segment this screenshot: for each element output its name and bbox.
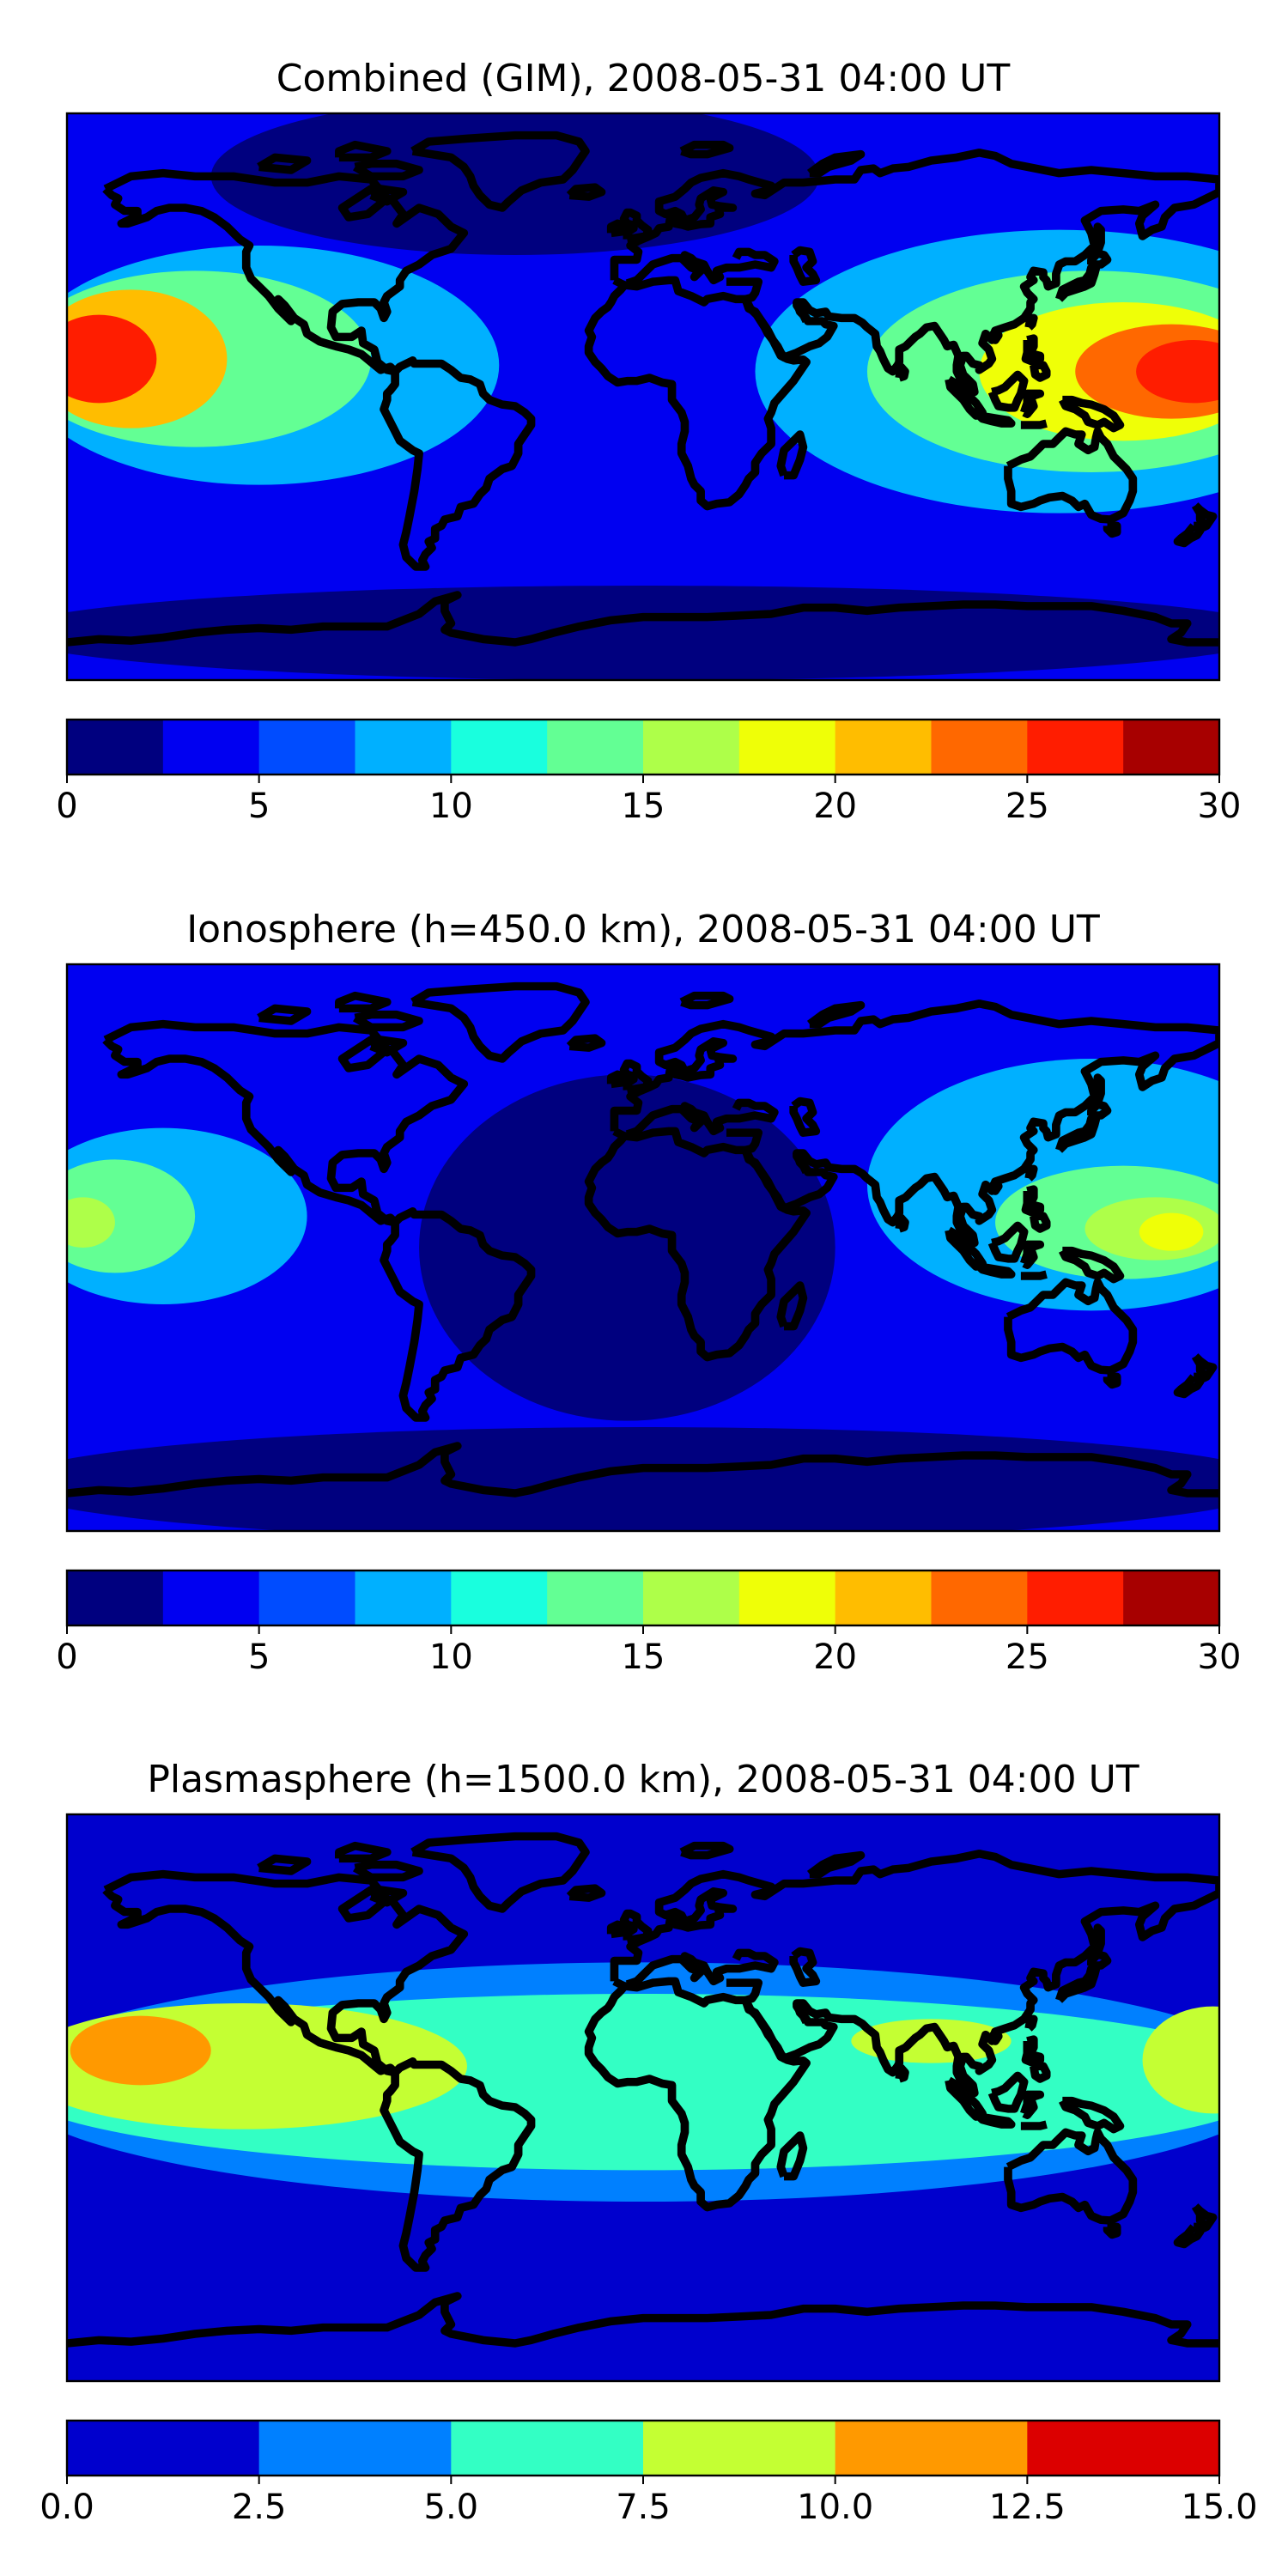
- contour-region: [70, 2015, 211, 2086]
- colorbar-segment: [835, 1571, 932, 1625]
- panel-title: Combined (GIM), 2008-05-31 04:00 UT: [276, 57, 1011, 100]
- contour-region: [1142, 2006, 1219, 2114]
- colorbar-segment: [835, 720, 932, 775]
- colorbar-segment: [67, 1571, 164, 1625]
- colorbar-segment: [67, 2421, 260, 2476]
- colorbar-segment: [931, 720, 1028, 775]
- colorbar-tick-label: 0: [56, 787, 77, 826]
- colorbar-tick-label: 7.5: [616, 2488, 671, 2527]
- colorbar-tick-label: 0.0: [39, 2488, 94, 2527]
- contour-region: [1139, 1212, 1204, 1251]
- colorbar-segment: [738, 720, 836, 775]
- colorbar-segment: [162, 1571, 260, 1625]
- contour-region: [851, 2019, 1012, 2063]
- panel-title: Ionosphere (h=450.0 km), 2008-05-31 04:0…: [186, 908, 1100, 951]
- colorbar-segment: [1027, 2421, 1220, 2476]
- contour-region: [419, 1074, 835, 1421]
- colorbar-tick-label: 5: [248, 1637, 270, 1677]
- colorbar-tick-label: 5: [248, 787, 270, 826]
- colorbar-segment: [451, 2421, 644, 2476]
- colorbar-tick-label: 12.5: [989, 2488, 1066, 2527]
- colorbar-tick-label: 10.0: [797, 2488, 873, 2527]
- colorbar-segment: [162, 720, 260, 775]
- colorbar-tick-label: 15.0: [1181, 2488, 1257, 2527]
- colorbar-tick-label: 10: [429, 1637, 473, 1677]
- panel-3: Plasmasphere (h=1500.0 km), 2008-05-31 0…: [39, 1758, 1258, 2527]
- colorbar-tick-label: 2.5: [232, 2488, 287, 2527]
- colorbar-tick-label: 5.0: [424, 2488, 479, 2527]
- colorbar-tick-label: 10: [429, 787, 473, 826]
- colorbar-tick-label: 15: [622, 1637, 665, 1677]
- colorbar-tick-label: 20: [813, 1637, 857, 1677]
- colorbar-tick-label: 25: [1005, 787, 1049, 826]
- colorbar-segment: [1123, 1571, 1220, 1625]
- map-field: [67, 113, 1219, 680]
- colorbar-segment: [738, 1571, 836, 1625]
- colorbar-segment: [547, 720, 644, 775]
- colorbar-tick-label: 15: [622, 787, 665, 826]
- map-frame: [65, 963, 1221, 1533]
- colorbar-tick-label: 25: [1005, 1637, 1049, 1677]
- colorbar-tick-label: 0: [56, 1637, 77, 1677]
- colorbar-segment: [451, 1571, 548, 1625]
- colorbar-tick-label: 30: [1198, 1637, 1242, 1677]
- contour-region: [67, 314, 157, 404]
- map-frame: [65, 112, 1221, 682]
- panel-1: Combined (GIM), 2008-05-31 04:00 UT 0 5 10 1…: [56, 57, 1242, 826]
- contour-region: [67, 1197, 115, 1248]
- colorbar-segment: [643, 2421, 836, 2476]
- colorbar-segment: [355, 720, 452, 775]
- map-frame: [65, 1813, 1221, 2383]
- colorbar-segment: [258, 720, 355, 775]
- colorbar-segment: [67, 720, 164, 775]
- colorbar: 0.0 2.5 5.0 7.5 10.0 12.5 15.0: [39, 2419, 1258, 2527]
- colorbar-segment: [931, 1571, 1028, 1625]
- colorbar-segment: [1027, 720, 1124, 775]
- colorbar-segment: [643, 1571, 740, 1625]
- colorbar-segment: [643, 720, 740, 775]
- map-field: [67, 1814, 1219, 2381]
- colorbar-segment: [258, 2421, 452, 2476]
- colorbar-segment: [835, 2421, 1028, 2476]
- contour-region: [1136, 340, 1219, 404]
- panel-2: Ionosphere (h=450.0 km), 2008-05-31 04:0…: [56, 908, 1242, 1677]
- contour-region: [67, 1159, 196, 1273]
- colorbar-segment: [355, 1571, 452, 1625]
- colorbar-segment: [451, 720, 548, 775]
- colorbar-segment: [1027, 1571, 1124, 1625]
- colorbar: 0 5 10 15 20 25 30: [56, 718, 1242, 826]
- colorbar-tick-label: 20: [813, 787, 857, 826]
- panel-title: Plasmasphere (h=1500.0 km), 2008-05-31 0…: [147, 1758, 1139, 1801]
- colorbar-segment: [1123, 720, 1220, 775]
- colorbar: 0 5 10 15 20 25 30: [56, 1569, 1242, 1677]
- colorbar-tick-label: 30: [1198, 787, 1242, 826]
- colorbar-segment: [547, 1571, 644, 1625]
- colorbar-segment: [258, 1571, 355, 1625]
